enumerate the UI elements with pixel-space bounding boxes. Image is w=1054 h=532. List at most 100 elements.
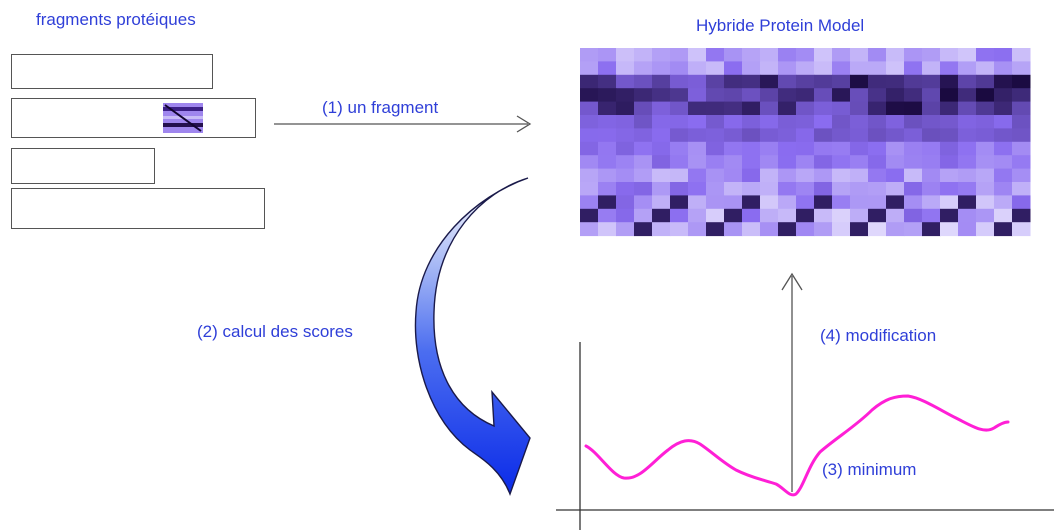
matrix-cell (958, 222, 977, 237)
matrix-cell (868, 115, 887, 129)
matrix-cell (940, 101, 959, 116)
matrix-cell (814, 182, 833, 196)
fragment-box (11, 54, 213, 89)
matrix-cell (724, 101, 743, 116)
matrix-cell (796, 168, 815, 183)
matrix-cell (724, 88, 743, 103)
matrix-cell (634, 74, 653, 89)
matrix-cell (688, 74, 707, 89)
matrix-cell (760, 195, 779, 210)
matrix-cell (958, 61, 977, 76)
matrix-cell (688, 61, 707, 76)
matrix-cell (670, 182, 689, 196)
matrix-cell (868, 101, 887, 116)
matrix-cell (796, 48, 815, 62)
matrix-cell (670, 74, 689, 89)
matrix-cell (616, 48, 635, 62)
matrix-cell (598, 208, 617, 223)
matrix-cell (796, 128, 815, 143)
matrix-cell (1012, 208, 1031, 223)
matrix-cell (634, 101, 653, 116)
matrix-cell (706, 101, 725, 116)
matrix-cell (742, 128, 761, 143)
matrix-cell (994, 208, 1013, 223)
matrix-cell (904, 128, 923, 143)
matrix-cell (868, 88, 887, 103)
matrix-cell (850, 155, 869, 170)
matrix-cell (922, 155, 941, 170)
fragment-profile-icon (163, 103, 203, 133)
matrix-cell (616, 141, 635, 156)
matrix-cell (814, 74, 833, 89)
matrix-cell (1012, 182, 1031, 196)
matrix-cell (706, 182, 725, 196)
matrix-cell (580, 101, 599, 116)
matrix-cell (580, 168, 599, 183)
matrix-cell (580, 115, 599, 129)
matrix-cell (832, 128, 851, 143)
matrix-cell (598, 128, 617, 143)
matrix-cell (1012, 141, 1031, 156)
matrix-cell (760, 115, 779, 129)
matrix-cell (706, 168, 725, 183)
matrix-cell (832, 88, 851, 103)
matrix-cell (670, 128, 689, 143)
matrix-cell (634, 195, 653, 210)
matrix-cell (994, 101, 1013, 116)
matrix-cell (868, 208, 887, 223)
matrix-cell (886, 208, 905, 223)
matrix-cell (922, 88, 941, 103)
curved-arrow-icon (414, 177, 531, 497)
matrix-cell (706, 88, 725, 103)
matrix-cell (688, 222, 707, 237)
matrix-cell (994, 222, 1013, 237)
matrix-cell (580, 222, 599, 237)
matrix-cell (904, 155, 923, 170)
matrix-cell (958, 195, 977, 210)
matrix-cell (994, 48, 1013, 62)
matrix-cell (652, 155, 671, 170)
matrix-cell (706, 115, 725, 129)
matrix-cell (832, 115, 851, 129)
matrix-cell (670, 101, 689, 116)
matrix-cell (706, 195, 725, 210)
matrix-cell (940, 168, 959, 183)
matrix-cell (760, 208, 779, 223)
matrix-cell (760, 48, 779, 62)
matrix-cell (742, 168, 761, 183)
matrix-cell (634, 182, 653, 196)
matrix-cell (904, 182, 923, 196)
matrix-cell (688, 115, 707, 129)
matrix-cell (940, 128, 959, 143)
matrix-cell (868, 155, 887, 170)
matrix-cell (832, 195, 851, 210)
matrix-cell (796, 222, 815, 237)
fragments-title: fragments protéiques (36, 10, 196, 29)
matrix-cell (796, 115, 815, 129)
matrix-cell (760, 101, 779, 116)
matrix-cell (652, 115, 671, 129)
matrix-cell (958, 101, 977, 116)
matrix-cell (832, 74, 851, 89)
matrix-cell (976, 88, 995, 103)
matrix-cell (886, 48, 905, 62)
matrix-cell (652, 48, 671, 62)
matrix-cell (670, 61, 689, 76)
matrix-cell (742, 182, 761, 196)
matrix-cell (724, 48, 743, 62)
matrix-cell (850, 222, 869, 237)
matrix-cell (634, 222, 653, 237)
matrix-cell (886, 128, 905, 143)
matrix-cell (652, 61, 671, 76)
matrix-cell (922, 115, 941, 129)
matrix-cell (796, 208, 815, 223)
right-arrow-icon (274, 115, 532, 133)
matrix-cell (688, 128, 707, 143)
matrix-cell (652, 182, 671, 196)
matrix-cell (886, 168, 905, 183)
matrix-cell (616, 195, 635, 210)
matrix-cell (868, 222, 887, 237)
matrix-cell (814, 168, 833, 183)
matrix-cell (940, 141, 959, 156)
matrix-cell (958, 141, 977, 156)
